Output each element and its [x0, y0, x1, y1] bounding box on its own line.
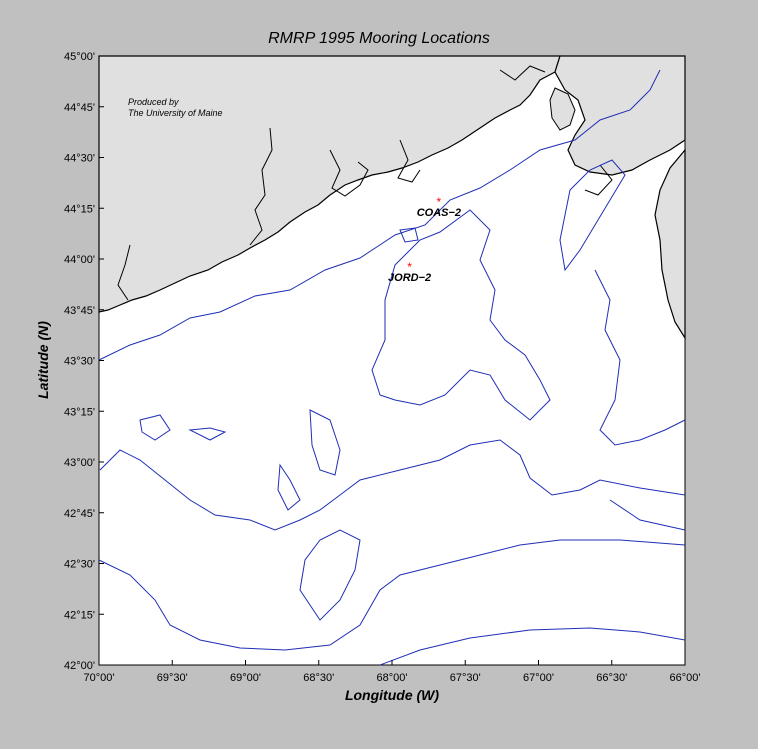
jordan-basin-contour — [371, 209, 551, 421]
bay-of-fundy-contour — [559, 159, 626, 272]
central-gulf-contour — [299, 529, 361, 621]
moorings-layer: *COAS−2*JORD−2 — [388, 195, 461, 284]
x-tick-label: 69°00' — [230, 672, 261, 684]
crowell-basin-contour — [309, 409, 341, 476]
y-tick-label: 43°15' — [64, 406, 95, 418]
y-tick-label: 42°00' — [64, 660, 95, 672]
x-tick-label: 66°30' — [596, 672, 627, 684]
bathymetry-contours — [98, 69, 686, 666]
y-tick-label: 44°45' — [64, 102, 95, 114]
inner-shelf-contour — [98, 69, 661, 361]
x-tick-label: 68°30' — [303, 672, 334, 684]
mooring-label: JORD−2 — [388, 272, 431, 284]
small-basin-contour-4 — [399, 227, 419, 243]
y-tick-label: 44°15' — [64, 203, 95, 215]
x-ticks: 70°00' 69°30' 69°00' 68°30' 68°00' 67°30' 67°0… — [84, 660, 701, 684]
x-tick-label: 70°00' — [84, 672, 115, 684]
y-ticks: 45°00' 44°45' 44°30' 44°15' 44°00' 43°45' 43°3… — [64, 51, 104, 672]
x-tick-label: 68°00' — [377, 672, 408, 684]
scotian-contour — [594, 269, 686, 446]
y-tick-label: 44°00' — [64, 254, 95, 266]
y-tick-label: 42°15' — [64, 609, 95, 621]
nova-scotia-land — [654, 148, 686, 341]
grand-manan-island — [549, 87, 576, 131]
y-tick-label: 43°30' — [64, 356, 95, 368]
y-tick-label: 43°45' — [64, 305, 95, 317]
maine-coast-land — [98, 55, 561, 313]
georges-bank-contour — [98, 539, 686, 651]
credit-line-2: The University of Maine — [128, 108, 223, 118]
y-tick-label: 45°00' — [64, 51, 95, 63]
northeast-channel-contour — [609, 499, 686, 531]
y-axis-label: Latitude (N) — [35, 321, 51, 399]
credit-line-1: Produced by — [128, 97, 179, 107]
mooring-marker: * — [437, 195, 442, 209]
mooring-label: COAS−2 — [417, 207, 461, 219]
y-tick-label: 42°30' — [64, 559, 95, 571]
x-tick-label: 67°00' — [523, 672, 554, 684]
map-title: RMRP 1995 Mooring Locations — [268, 30, 490, 47]
x-tick-label: 66°00' — [670, 672, 701, 684]
small-basin-contour-2 — [188, 427, 227, 441]
coastline-details — [117, 65, 613, 301]
y-tick-label: 42°45' — [64, 508, 95, 520]
shelf-break-contour — [379, 627, 686, 666]
y-tick-label: 44°30' — [64, 153, 95, 165]
y-tick-label: 43°00' — [64, 457, 95, 469]
x-axis-label: Longitude (W) — [345, 687, 439, 703]
land-layer — [98, 55, 686, 341]
small-basin-contour-3 — [277, 463, 301, 511]
mooring-marker: * — [407, 260, 412, 274]
x-tick-label: 67°30' — [450, 672, 481, 684]
x-tick-label: 69°30' — [157, 672, 188, 684]
georges-basin-contour — [99, 439, 686, 531]
small-basin-contour-1 — [139, 414, 171, 441]
